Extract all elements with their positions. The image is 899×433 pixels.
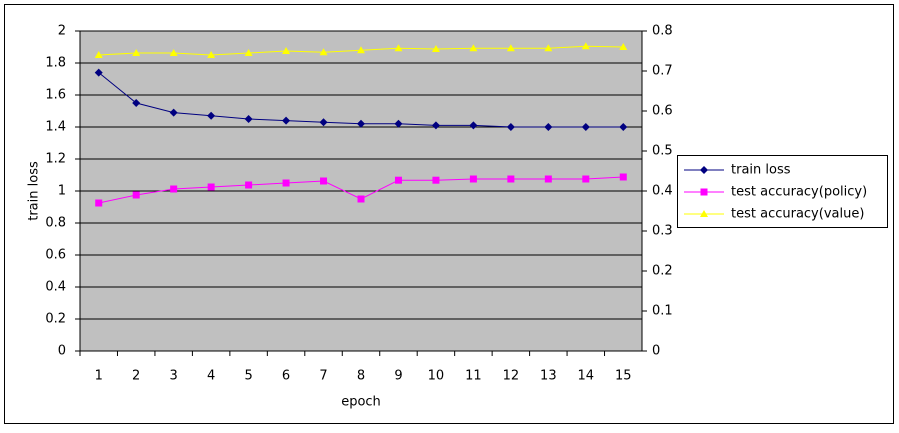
marker — [469, 44, 478, 52]
x-tick-label: 6 — [282, 369, 290, 384]
y2-tick-label: 0.2 — [652, 264, 673, 279]
x-tick-label: 9 — [394, 369, 402, 384]
x-tick-label: 13 — [540, 369, 557, 384]
marker — [544, 44, 553, 52]
y-tick-label: 0.6 — [45, 248, 66, 263]
marker — [357, 119, 365, 128]
marker — [170, 185, 178, 193]
y-tick-label: 0.2 — [45, 312, 66, 327]
y-axis-label: train loss — [27, 161, 42, 221]
x-tick-label: 12 — [503, 369, 520, 384]
x-tick-label: 14 — [578, 369, 595, 384]
legend-label: train loss — [731, 163, 791, 178]
x-tick-label: 7 — [319, 369, 327, 384]
y2-tick-label: 0.7 — [652, 64, 673, 79]
marker — [582, 175, 590, 183]
y-tick-label: 1 — [58, 184, 66, 199]
x-tick-label: 1 — [95, 369, 103, 384]
marker — [394, 176, 402, 184]
marker — [581, 42, 590, 50]
x-tick-label: 3 — [170, 369, 178, 384]
marker — [432, 176, 440, 184]
y2-tick-label: 0.3 — [652, 224, 673, 239]
x-tick-label: 11 — [465, 369, 482, 384]
marker — [357, 195, 365, 203]
marker — [132, 191, 140, 199]
y-tick-label: 1.8 — [45, 56, 66, 71]
marker — [94, 51, 103, 58]
marker — [169, 108, 178, 117]
marker — [431, 121, 440, 130]
marker — [244, 115, 253, 123]
x-tick-label: 5 — [244, 369, 252, 384]
marker — [619, 43, 628, 50]
marker — [544, 123, 553, 131]
x-tick-label: 8 — [357, 369, 365, 384]
marker — [394, 119, 403, 128]
marker — [282, 179, 290, 187]
marker — [244, 49, 253, 56]
marker — [132, 49, 141, 56]
y-tick-label: 0 — [58, 344, 66, 359]
marker — [282, 47, 291, 54]
marker — [320, 177, 328, 185]
marker — [700, 188, 708, 196]
marker — [245, 181, 253, 189]
marker — [506, 44, 515, 52]
y-tick-label: 1.6 — [45, 88, 66, 103]
y-tick-label: 0.4 — [45, 280, 66, 295]
x-tick-label: 4 — [207, 369, 215, 384]
x-axis-label: epoch — [341, 395, 381, 410]
marker — [394, 44, 403, 52]
marker — [506, 123, 515, 131]
y2-tick-label: 0.6 — [652, 104, 673, 119]
y-tick-label: 1.4 — [45, 120, 66, 135]
marker — [95, 199, 103, 207]
marker — [207, 51, 216, 58]
marker — [469, 175, 477, 183]
marker — [619, 173, 627, 181]
marker — [544, 175, 552, 183]
y2-tick-label: 0.5 — [652, 144, 673, 159]
marker — [319, 48, 328, 56]
marker — [94, 68, 103, 77]
y2-tick-label: 0 — [652, 344, 660, 359]
marker — [469, 121, 478, 130]
marker — [431, 45, 440, 52]
marker — [357, 46, 365, 54]
marker — [619, 123, 628, 131]
marker — [207, 183, 215, 191]
marker — [319, 118, 328, 127]
legend-label: test accuracy(value) — [731, 207, 864, 222]
marker — [282, 116, 291, 125]
marker — [207, 111, 216, 120]
marker — [581, 123, 590, 131]
x-tick-label: 10 — [428, 369, 445, 384]
marker — [507, 175, 515, 183]
y-tick-label: 1.2 — [45, 152, 66, 167]
y-tick-label: 0.8 — [45, 216, 66, 231]
y2-tick-label: 0.1 — [652, 304, 673, 319]
x-tick-label: 15 — [615, 369, 632, 384]
marker — [700, 166, 708, 174]
marker — [132, 99, 141, 107]
x-tick-label: 2 — [132, 369, 140, 384]
marker — [169, 49, 178, 56]
legend-label: test accuracy(policy) — [731, 185, 867, 200]
y2-tick-label: 0.8 — [652, 24, 673, 39]
y2-tick-label: 0.4 — [652, 184, 673, 199]
marker — [700, 210, 708, 217]
y-tick-label: 2 — [58, 24, 66, 39]
